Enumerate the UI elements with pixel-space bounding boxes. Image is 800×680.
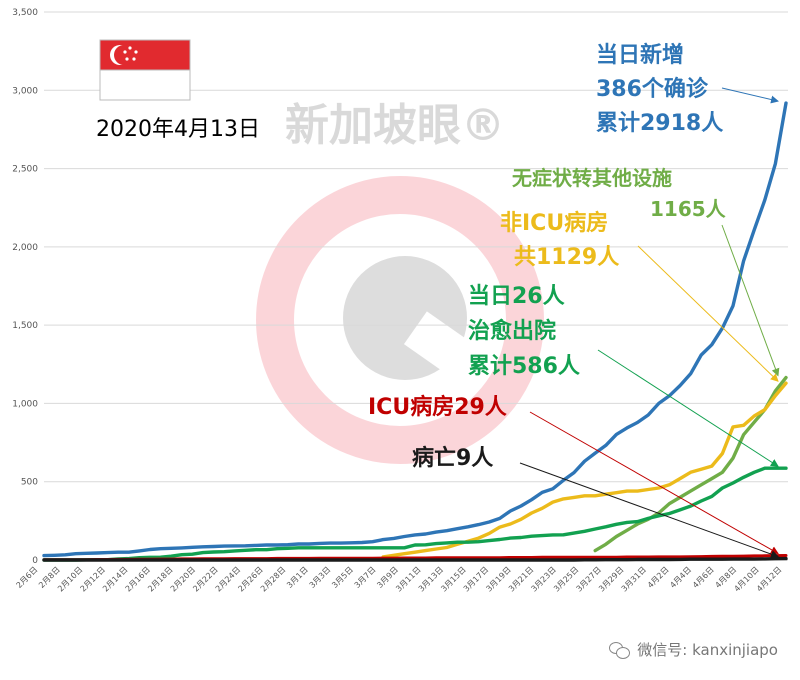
x-axis-ticks: 2月6日2月8日2月10日2月12日2月14日2月16日2月18日2月20日2月… (15, 565, 784, 593)
annotation-other-facilities-line-2: 1165人 (650, 197, 727, 221)
annotation-arrows (519, 87, 780, 558)
wechat-icon (609, 641, 631, 659)
series-group (42, 101, 788, 562)
y-tick-label: 2,000 (12, 243, 38, 253)
arrow-other-facilities (721, 224, 780, 377)
series-line-other-facilities (593, 375, 788, 553)
y-tick-label: 2,500 (12, 165, 38, 175)
singapore-flag-icon (99, 39, 191, 101)
annotation-discharged-line-1: 当日26人 (468, 284, 565, 309)
annotation-discharged: 当日26人 治愈出院 累计586人 (468, 284, 580, 379)
annotation-ward-line-2: 共1129人 (514, 245, 619, 270)
x-tick-label: 4月12日 (755, 565, 783, 593)
x-tick-label: 4月6日 (691, 565, 716, 590)
x-tick-label: 3月3日 (308, 565, 333, 590)
annotation-ward: 非ICU病房 共1129人 (500, 210, 619, 270)
x-tick-label: 3月31日 (620, 565, 648, 593)
y-tick-label: 0 (32, 556, 38, 566)
arrow-icu (529, 411, 779, 554)
x-tick-label: 2月28日 (259, 565, 287, 593)
arrow-deaths (519, 462, 779, 558)
y-tick-label: 3,000 (12, 86, 38, 96)
x-tick-label: 4月2日 (646, 565, 671, 590)
x-tick-label: 3月1日 (285, 565, 310, 590)
x-tick-label: 2月6日 (15, 565, 40, 590)
annotation-icu-line-1: ICU病房29人 (368, 394, 507, 420)
annotation-deaths: 病亡9人 (412, 445, 493, 471)
y-axis-ticks: 0 500 1,000 1,500 2,000 2,500 3,000 3,500 (12, 8, 38, 566)
arrow-discharged (597, 349, 779, 467)
annotation-discharged-line-3: 累计586人 (468, 354, 580, 379)
annotation-other-facilities: 无症状转其他设施 1165人 (512, 166, 727, 221)
footer-label: 微信号: kanxinjiapo (637, 641, 778, 659)
series-line-total (42, 101, 788, 558)
annotation-total-line-1: 当日新增 (596, 42, 684, 68)
annotation-total-line-3: 累计2918人 (596, 111, 723, 136)
y-tick-label: 1,500 (12, 321, 38, 331)
annotation-ward-line-1: 非ICU病房 (500, 210, 608, 236)
y-tick-label: 3,500 (12, 8, 38, 18)
annotation-icu: ICU病房29人 (368, 394, 507, 420)
x-tick-label: 3月5日 (330, 565, 355, 590)
x-tick-label: 3月7日 (353, 565, 378, 590)
series-line-ward (381, 381, 788, 559)
date-label: 2020年4月13日 (96, 117, 260, 142)
x-tick-label: 4月4日 (668, 565, 693, 590)
annotation-total-line-2: 386个确诊 (596, 76, 709, 102)
footer-wechat-id: 微信号: kanxinjiapo (609, 639, 778, 660)
annotation-other-facilities-line-1: 无症状转其他设施 (512, 166, 672, 190)
watermark-text: 新加坡眼® (285, 100, 505, 151)
arrow-ward (637, 245, 779, 382)
annotation-discharged-line-2: 治愈出院 (468, 318, 556, 344)
watermark: 新加坡眼® (256, 100, 544, 464)
series-line-deaths (42, 556, 788, 562)
y-tick-label: 500 (21, 478, 38, 488)
arrow-total (721, 87, 779, 104)
annotation-deaths-line-1: 病亡9人 (412, 445, 493, 471)
y-tick-label: 1,000 (12, 399, 38, 409)
annotation-total: 当日新增 386个确诊 累计2918人 (596, 42, 723, 136)
